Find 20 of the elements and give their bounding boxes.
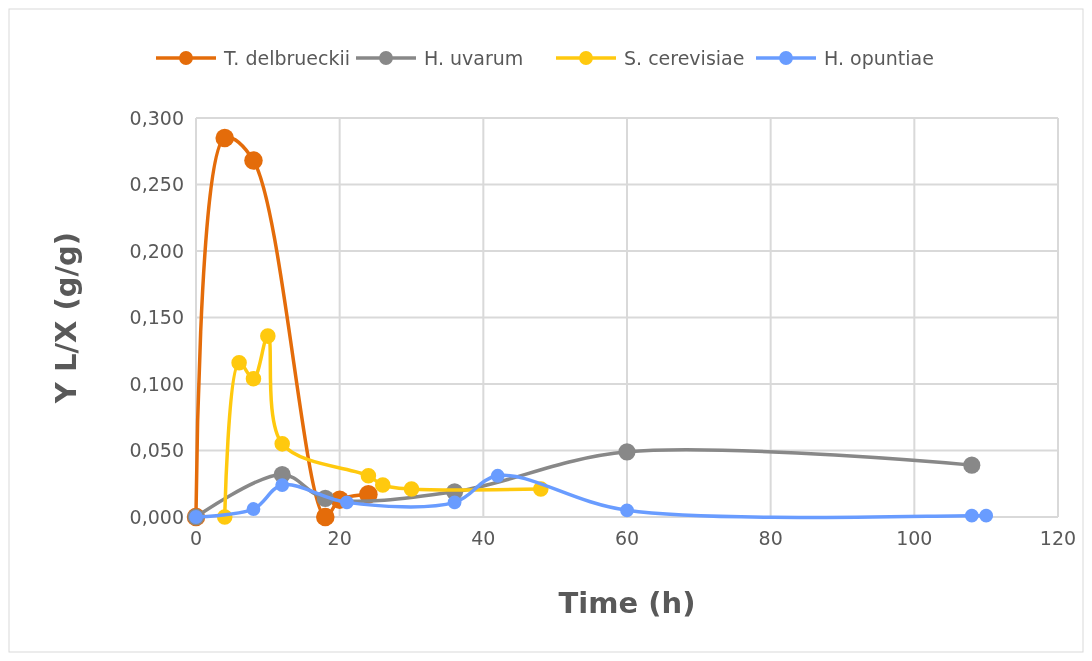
x-tick-label: 60 [614,527,640,549]
y-tick-label: 0,050 [129,439,184,462]
y-tick-label: 0,150 [129,306,184,329]
y-tick-label: 0,250 [129,173,184,196]
y-tick-label: 0,000 [129,505,184,528]
x-tick-label: 100 [896,527,933,549]
legend-label: T. delbrueckii [223,46,351,69]
x-tick-label: 80 [758,527,783,549]
y-axis-title: Y L/X (g/g) [49,231,83,405]
legend-label: H. uvarum [424,46,524,69]
legend-label: S. cerevisiae [624,46,745,69]
x-tick-label: 20 [327,527,352,549]
x-tick-label: 0 [189,527,203,549]
y-tick-label: 0,100 [129,372,184,395]
x-axis-title: Time (h) [558,586,696,620]
legend-label: H. opuntiae [824,46,934,69]
y-tick-label: 0,300 [129,106,184,129]
x-tick-label: 120 [1039,527,1077,549]
y-tick-label: 0,200 [129,239,184,262]
x-tick-label: 40 [471,527,496,549]
